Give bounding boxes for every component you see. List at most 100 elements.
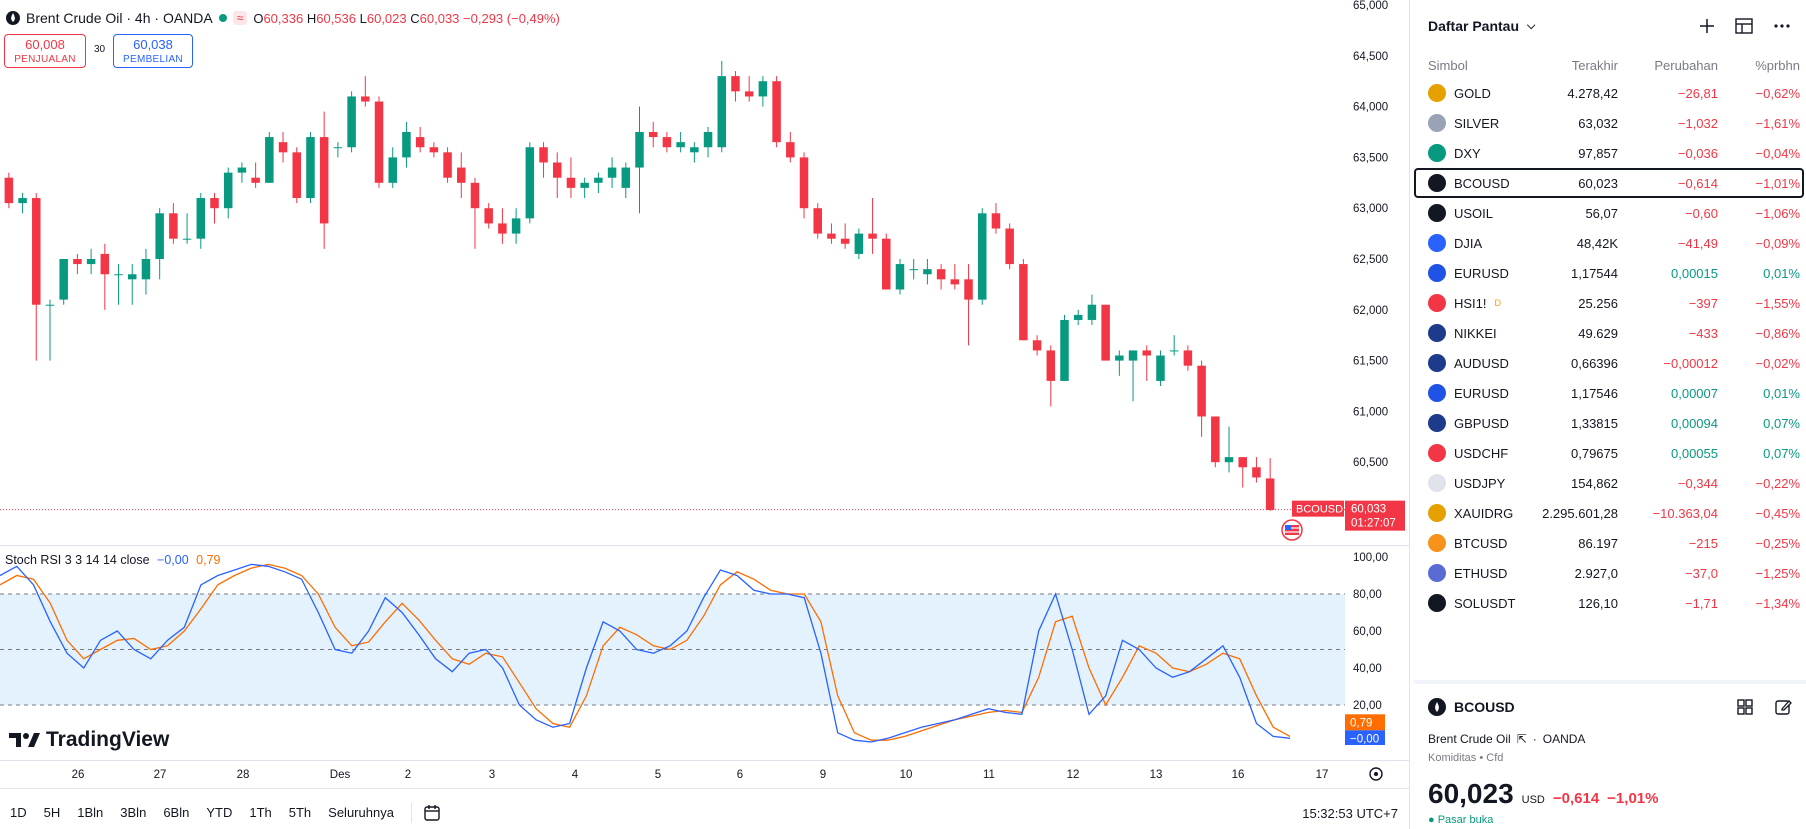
stoch-rsi-k-line[interactable] <box>0 563 1291 743</box>
watchlist-row-eurusd[interactable]: EURUSD 1,17546 0,00007 0,01% <box>1414 378 1806 408</box>
candle[interactable] <box>1101 304 1110 361</box>
timeframe-seluruhnya[interactable]: Seluruhnya <box>328 805 394 820</box>
column-header-change[interactable]: Perubahan <box>1654 57 1718 73</box>
candle[interactable] <box>457 152 466 199</box>
candle[interactable] <box>594 172 603 193</box>
candle[interactable] <box>662 132 672 153</box>
candle[interactable] <box>45 299 55 361</box>
candle[interactable] <box>717 60 727 153</box>
candle[interactable] <box>964 264 973 346</box>
candle[interactable] <box>32 192 41 361</box>
candle[interactable] <box>374 96 384 188</box>
candle[interactable] <box>210 192 219 224</box>
candle[interactable] <box>265 132 274 183</box>
settings-gear-icon[interactable] <box>1369 767 1383 781</box>
candle[interactable] <box>854 228 864 259</box>
candle[interactable] <box>1073 309 1083 326</box>
candle[interactable] <box>1183 345 1193 371</box>
candle[interactable] <box>127 264 137 305</box>
timeframe-ytd[interactable]: YTD <box>206 805 233 820</box>
watchlist-row-hsi1[interactable]: HSI1! D 25.256 −397 −1,55% <box>1414 288 1806 318</box>
chart-pane[interactable]: 65,000 64,500 64,000 63,500 63,000 62,500 62,0… <box>0 0 1410 829</box>
candle[interactable] <box>525 142 535 224</box>
candle[interactable] <box>991 203 1001 234</box>
candle[interactable] <box>607 157 617 188</box>
candle[interactable] <box>813 203 822 239</box>
watchlist-row-bcousd[interactable]: BCOUSD 60,023 −0,614 −1,01% <box>1414 168 1804 198</box>
candle[interactable] <box>484 203 493 229</box>
price-chart[interactable]: 65,000 64,500 64,000 63,500 63,000 62,500 62,0… <box>0 0 1410 545</box>
watchlist-row-nikkei[interactable]: NIKKEI 49.629 −433 −0,86% <box>1414 318 1806 348</box>
candle[interactable] <box>786 132 795 163</box>
candle[interactable] <box>950 264 960 290</box>
candle[interactable] <box>182 213 192 244</box>
candle[interactable] <box>909 259 918 280</box>
candle[interactable] <box>621 162 631 199</box>
candle[interactable] <box>429 142 439 158</box>
candle[interactable] <box>18 192 27 214</box>
external-link-icon[interactable]: ⇱ <box>1516 732 1527 746</box>
candle[interactable] <box>223 167 233 219</box>
watchlist-row-dxy[interactable]: DXY 97,857 −0,036 −0,04% <box>1414 138 1806 168</box>
candle[interactable] <box>840 223 850 249</box>
candle[interactable] <box>4 172 14 209</box>
candle[interactable] <box>827 223 836 244</box>
add-symbol-icon[interactable] <box>1698 17 1716 35</box>
candle[interactable] <box>635 106 644 214</box>
candle[interactable] <box>114 264 123 305</box>
more-options-icon[interactable] <box>1772 17 1792 35</box>
time-axis[interactable]: 26 27 28 Des 2 3 4 5 6 9 10 11 12 13 16 17 <box>0 760 1410 788</box>
stoch-rsi-chart[interactable]: 100,00 80,00 60,00 40,00 20,00 0,79 −0,00 <box>0 545 1410 745</box>
timeframe-5h[interactable]: 5H <box>43 805 61 820</box>
candle[interactable] <box>1197 360 1206 437</box>
candle[interactable] <box>73 253 82 275</box>
watchlist-row-usoil[interactable]: USOIL 56,07 −0,60 −1,06% <box>1414 198 1806 228</box>
candle[interactable] <box>1142 345 1152 381</box>
candle[interactable] <box>772 76 781 148</box>
candle[interactable] <box>882 233 891 290</box>
watchlist-row-ethusd[interactable]: ETHUSD 2.927,0 −37,0 −1,25% <box>1414 558 1806 588</box>
candle[interactable] <box>580 177 589 199</box>
watchlist-row-gold[interactable]: GOLD 4.278,42 −26,81 −0,62% <box>1414 78 1806 108</box>
watchlist-row-eurusd[interactable]: EURUSD 1,17544 0,00015 0,01% <box>1414 258 1806 288</box>
candle[interactable] <box>278 132 288 163</box>
buy-button[interactable]: 60,038 PEMBELIAN <box>113 34 193 68</box>
watchlist-row-usdchf[interactable]: USDCHF 0,79675 0,00055 0,07% <box>1414 438 1806 468</box>
symbol-title[interactable]: Brent Crude Oil · 4h · OANDA <box>26 10 213 26</box>
watchlist-row-silver[interactable]: SILVER 63,032 −1,032 −1,61% <box>1414 108 1806 138</box>
candle[interactable] <box>1169 335 1179 356</box>
stoch-rsi-legend[interactable]: Stoch RSI 3 3 14 14 close −0,00 0,79 <box>5 553 224 567</box>
candle[interactable] <box>388 147 397 188</box>
candle[interactable] <box>1252 457 1261 483</box>
sell-button[interactable]: 60,008 PENJUALAN <box>4 34 86 68</box>
candle[interactable] <box>1060 314 1069 381</box>
candle[interactable] <box>1046 345 1056 407</box>
chevron-down-icon[interactable]: ⌵ <box>1527 19 1536 32</box>
candle[interactable] <box>923 259 932 285</box>
candle[interactable] <box>1211 416 1220 468</box>
candle[interactable] <box>498 208 507 244</box>
candle[interactable] <box>977 208 987 305</box>
calendar-range-icon[interactable] <box>422 803 442 823</box>
column-header-symbol[interactable]: Simbol <box>1428 57 1468 73</box>
candle[interactable] <box>648 121 658 148</box>
watchlist-row-djia[interactable]: DJIA 48,42K −41,49 −0,09% <box>1414 228 1806 258</box>
watchlist-row-audusd[interactable]: AUDUSD 0,66396 −0,00012 −0,02% <box>1414 348 1806 378</box>
candle[interactable] <box>415 126 425 153</box>
candle[interactable] <box>86 248 96 275</box>
detail-name[interactable]: Brent Crude Oil <box>1428 732 1511 746</box>
advanced-view-icon[interactable] <box>1734 17 1754 35</box>
candle[interactable] <box>292 147 302 204</box>
candle[interactable] <box>141 248 151 295</box>
candle[interactable] <box>744 76 754 102</box>
candle[interactable] <box>1032 335 1042 356</box>
candle[interactable] <box>703 126 713 158</box>
candle[interactable] <box>1128 350 1138 402</box>
column-header-change-pct[interactable]: %prbhn <box>1755 57 1800 73</box>
candle[interactable] <box>676 132 685 153</box>
candle[interactable] <box>1224 426 1234 473</box>
candle[interactable] <box>1238 457 1247 488</box>
candle[interactable] <box>731 71 740 102</box>
candle[interactable] <box>566 157 576 199</box>
watchlist-row-solusdt[interactable]: SOLUSDT 126,10 −1,71 −1,34% <box>1414 588 1806 618</box>
